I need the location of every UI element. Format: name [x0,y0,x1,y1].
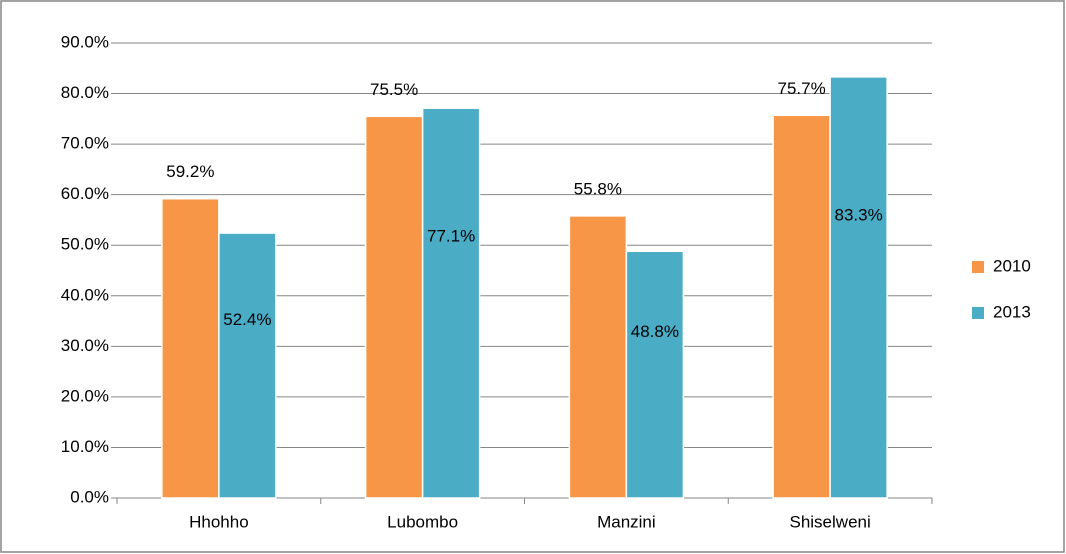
data-label: 55.8% [574,179,622,198]
x-tick-label: Hhohho [189,512,249,531]
data-label: 75.7% [778,79,826,98]
y-tick-label: 90.0% [61,32,109,51]
bar [829,76,888,499]
y-tick-label: 50.0% [61,235,109,254]
y-tick-label: 70.0% [61,134,109,153]
bar [772,114,831,499]
x-tick-label: Manzini [597,512,656,531]
y-tick-label: 30.0% [61,336,109,355]
y-tick-label: 10.0% [61,437,109,456]
bar [625,250,685,499]
data-label: 77.1% [427,226,475,245]
legend-swatch [972,307,984,319]
data-label: 83.3% [835,205,883,224]
y-tick-label: 40.0% [61,285,109,304]
data-label: 75.5% [370,80,418,99]
bar [161,197,220,499]
x-tick-label: Shiselweni [789,512,870,531]
bar [218,232,277,499]
legend-label: 2013 [993,302,1031,321]
legend-label: 2010 [993,256,1031,275]
y-tick-label: 0.0% [70,487,109,506]
y-tick-label: 60.0% [61,184,109,203]
bar [364,115,424,499]
bar [421,107,481,499]
bar [568,215,628,499]
data-label: 48.8% [631,322,679,341]
x-tick-label: Lubombo [387,512,458,531]
data-label: 59.2% [166,162,214,181]
y-tick-label: 80.0% [61,83,109,102]
legend-swatch [972,261,984,273]
data-label: 52.4% [223,310,271,329]
y-tick-label: 20.0% [61,386,109,405]
